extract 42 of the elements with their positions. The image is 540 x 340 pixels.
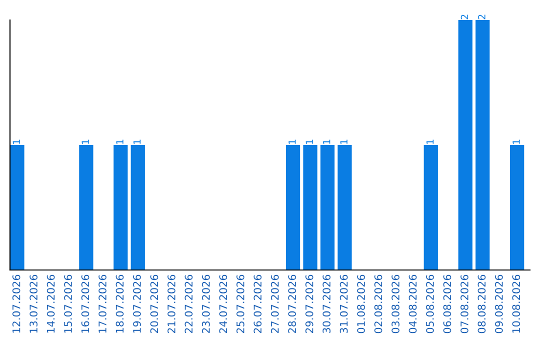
x-tick-label: 04.08.2026 xyxy=(408,274,417,334)
data-label: 1 xyxy=(306,140,313,144)
x-tick-label: 29.07.2026 xyxy=(305,274,314,334)
data-label: 1 xyxy=(12,140,20,144)
x-tick-label: 26.07.2026 xyxy=(254,274,262,334)
x-tick-label: 10.08.2026 xyxy=(512,274,520,333)
x-tick-label: 25.07.2026 xyxy=(236,274,244,334)
data-label: 1 xyxy=(133,140,141,144)
data-label: 1 xyxy=(426,140,434,144)
x-tick-label: 14.07.2026 xyxy=(46,274,55,333)
data-label: 1 xyxy=(288,140,296,144)
data-label: 2 xyxy=(460,14,468,20)
x-tick-label: 01.08.2026 xyxy=(357,274,365,334)
x-tick-label: 30.07.2026 xyxy=(322,274,331,334)
x-tick-label: 18.07.2026 xyxy=(116,274,124,333)
x-tick-label: 24.07.2026 xyxy=(219,274,228,334)
x-tick-label: 16.07.2026 xyxy=(81,274,90,333)
data-label: 1 xyxy=(116,140,124,144)
x-tick-label: 27.07.2026 xyxy=(270,274,279,334)
x-tick-label: 22.07.2026 xyxy=(184,274,193,334)
x-tick-label: 13.07.2026 xyxy=(30,274,38,333)
x-tick-label: 06.08.2026 xyxy=(443,274,452,334)
x-tick-label: 03.08.2026 xyxy=(392,274,400,334)
x-tick-label: 19.07.2026 xyxy=(133,274,141,333)
x-tick-label: 20.07.2026 xyxy=(150,274,158,334)
x-tick-label: 05.08.2026 xyxy=(426,274,434,334)
x-tick-label: 28.07.2026 xyxy=(288,274,296,334)
x-tick-label: 08.08.2026 xyxy=(478,274,486,334)
data-label: 1 xyxy=(512,140,520,144)
data-label: 1 xyxy=(340,140,348,144)
x-tick-label: 17.07.2026 xyxy=(98,274,106,333)
x-tick-label: 31.07.2026 xyxy=(340,274,348,334)
x-tick-label: 23.07.2026 xyxy=(202,274,210,334)
x-tick-label: 15.07.2026 xyxy=(64,274,72,333)
data-label: 1 xyxy=(82,140,89,144)
x-tick-label: 02.08.2026 xyxy=(374,274,382,334)
x-tick-label: 09.08.2026 xyxy=(494,274,503,334)
data-label: 2 xyxy=(478,14,486,20)
x-tick-label: 07.08.2026 xyxy=(460,274,468,334)
data-label: 1 xyxy=(323,140,330,144)
x-tick-label: 21.07.2026 xyxy=(168,274,176,334)
x-tick-label: 12.07.2026 xyxy=(12,274,20,333)
